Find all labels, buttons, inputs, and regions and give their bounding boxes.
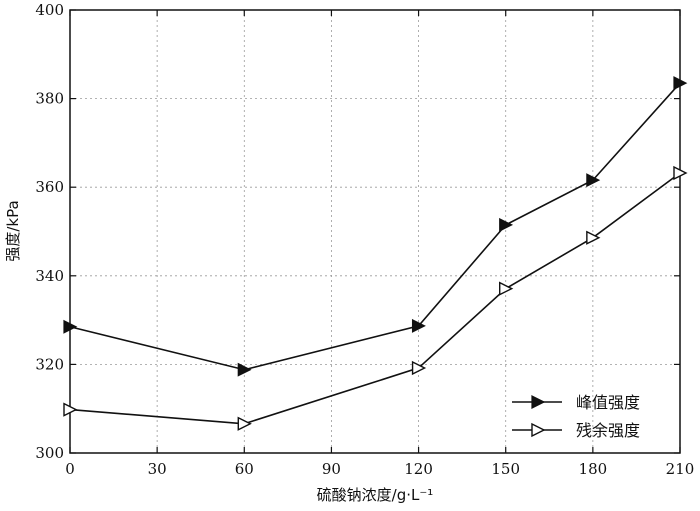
series-2-point <box>237 416 252 431</box>
legend-label-residual: 残余强度 <box>576 421 640 440</box>
series-layer <box>63 76 688 431</box>
x-tick-label: 120 <box>404 460 433 478</box>
legend: 峰值强度 残余强度 <box>512 393 640 440</box>
x-tick-label: 210 <box>666 460 695 478</box>
y-tick-label: 360 <box>35 178 64 196</box>
legend-label-peak: 峰值强度 <box>576 393 640 412</box>
y-tick-label: 340 <box>35 267 64 285</box>
legend-marker-peak <box>531 395 546 409</box>
series-line-1 <box>69 82 681 371</box>
series-2-point <box>586 230 601 245</box>
series-1-point <box>499 217 514 232</box>
x-tick-label: 150 <box>491 460 520 478</box>
series-1-point <box>673 76 688 91</box>
series-1-point <box>411 318 426 333</box>
series-line-2 <box>69 172 681 425</box>
y-axis-title: 强度/kPa <box>4 200 22 261</box>
x-tick-label: 30 <box>148 460 167 478</box>
x-tick-label: 60 <box>235 460 254 478</box>
x-tick-label: 0 <box>65 460 75 478</box>
series-2-point <box>499 281 514 296</box>
series-1-point <box>586 173 601 188</box>
y-tick-label: 380 <box>35 90 64 108</box>
series-2-point <box>411 360 427 376</box>
y-tick-label: 400 <box>35 1 64 19</box>
x-tick-label: 90 <box>322 460 341 478</box>
grid-layer <box>70 10 680 453</box>
series-1-point <box>237 362 252 377</box>
x-axis-title: 硫酸钠浓度/g·L⁻¹ <box>317 486 434 504</box>
y-tick-label: 320 <box>35 355 64 373</box>
legend-marker-residual <box>531 422 546 438</box>
ticks-layer: 0 30 60 90 120 150 180 210 300 320 340 360 380 400 <box>35 1 694 478</box>
x-tick-label: 180 <box>579 460 608 478</box>
plot-frame <box>69 9 681 454</box>
y-tick-label: 300 <box>35 444 64 462</box>
series-2-point <box>673 165 688 181</box>
series-2-point <box>63 402 78 417</box>
series-1-point <box>63 319 78 334</box>
